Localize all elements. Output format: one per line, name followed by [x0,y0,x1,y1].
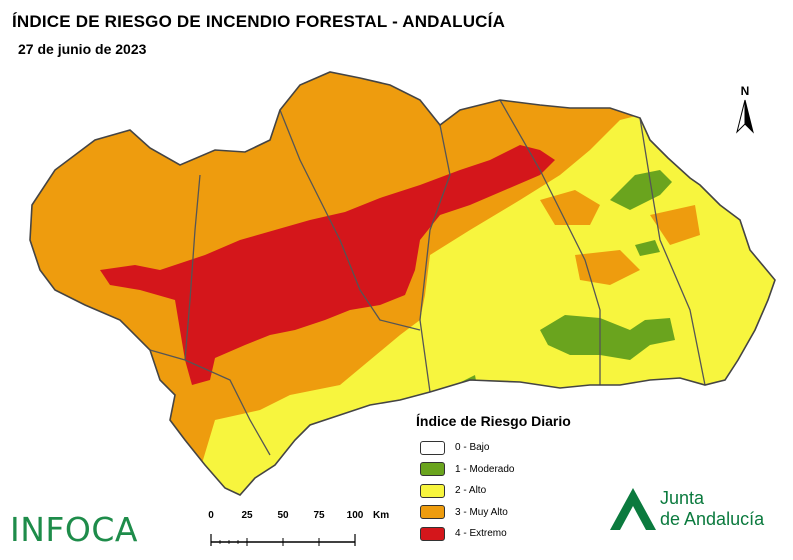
scale-unit: Km [373,510,390,521]
infoca-logo: INFOCA [10,510,138,549]
legend-swatch-alto [420,483,445,498]
scale-label-0: 0 [208,510,214,521]
map-title: ÍNDICE DE RIESGO DE INCENDIO FORESTAL - … [12,12,506,31]
scale-bar: 0 25 50 75 100 Km [205,510,405,550]
scale-bar-graphic [210,534,356,546]
legend-item-extremo: 4 - Extremo [412,523,612,545]
legend-label-extremo: 4 - Extremo [455,528,507,540]
north-arrow-icon [736,99,754,134]
legend-swatch-extremo [420,526,445,541]
map-date: 27 de junio de 2023 [18,41,147,57]
risk-zone-extremo [100,145,555,385]
scale-label-50: 50 [277,510,289,521]
legend-label-bajo: 0 - Bajo [455,442,490,454]
risk-zone-moderado-3 [635,240,660,256]
province-borders [149,99,706,456]
risk-zone-moderado-2 [540,315,675,360]
legend-item-muy-alto: 3 - Muy Alto [412,502,612,524]
legend-label-moderado: 1 - Moderado [455,463,515,475]
scale-label-75: 75 [313,510,325,521]
legend: Índice de Riesgo Diario 0 - Bajo 1 - Mod… [412,413,612,545]
legend-swatch-bajo [420,440,445,455]
junta-line-1: Junta [660,488,705,508]
legend-swatch-muy-alto [420,505,445,520]
legend-label-muy-alto: 3 - Muy Alto [455,506,508,518]
north-arrow: N [731,84,759,136]
legend-item-bajo: 0 - Bajo [412,437,612,459]
junta-andalucia-logo: Junta de Andalucía [606,484,786,534]
risk-zone-moderado-1 [610,170,672,210]
legend-item-moderado: 1 - Moderado [412,459,612,481]
risk-zone-muy-alto-east-3 [650,205,700,245]
legend-title: Índice de Riesgo Diario [416,413,571,429]
risk-zone-muy-alto-east-2 [575,250,640,285]
north-label: N [740,84,750,98]
junta-text: Junta de Andalucía [660,488,764,530]
junta-emblem-icon [610,488,656,530]
legend-label-alto: 2 - Alto [455,485,487,497]
scale-label-25: 25 [241,510,253,521]
junta-line-2: de Andalucía [660,509,765,529]
scale-label-100: 100 [346,510,364,521]
legend-swatch-moderado [420,462,445,477]
legend-item-alto: 2 - Alto [412,480,612,502]
andalucia-outline [29,71,776,496]
